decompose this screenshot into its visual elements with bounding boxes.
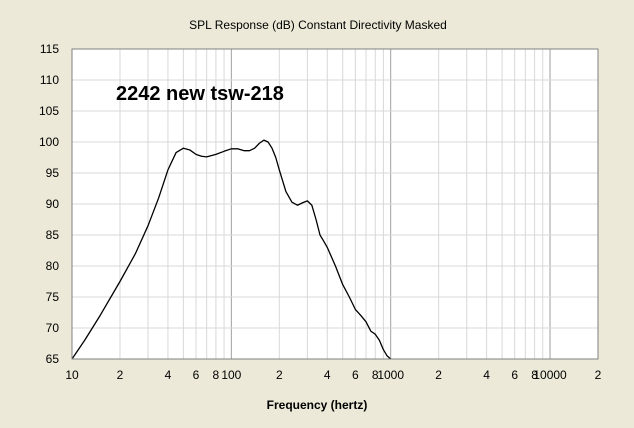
- grid-lines: [72, 49, 598, 359]
- x-tick-label: 4: [483, 368, 490, 382]
- plot-frame: [71, 48, 599, 360]
- x-tick-label: 6: [193, 368, 200, 382]
- x-tick-label: 2: [595, 368, 602, 382]
- y-tick-label: 85: [46, 228, 60, 242]
- x-tick-label: 8: [213, 368, 220, 382]
- series-line: [71, 139, 392, 360]
- y-tick-label: 90: [46, 197, 60, 211]
- y-tick-label: 70: [46, 321, 60, 335]
- y-tick-label: 95: [46, 166, 60, 180]
- y-tick-label: 80: [46, 259, 60, 273]
- x-tick-label: 10: [65, 368, 79, 382]
- x-tick-label: 6: [511, 368, 518, 382]
- x-axis-label: Frequency (hertz): [267, 398, 368, 412]
- x-tick-label: 6: [352, 368, 359, 382]
- y-tick-label: 110: [40, 73, 59, 87]
- x-tick-label: 4: [165, 368, 172, 382]
- x-tick-label: 1000: [377, 368, 404, 382]
- x-tick-label: 8: [531, 368, 538, 382]
- y-axis: 65 70 75 80 85 90 95 100 105 110 115: [39, 42, 59, 366]
- x-tick-label: 8: [372, 368, 379, 382]
- x-tick-label: 100: [221, 368, 241, 382]
- y-tick-label: 65: [46, 352, 60, 366]
- x-tick-label: 2: [276, 368, 283, 382]
- y-tick-label: 100: [39, 135, 59, 149]
- series-layer: [71, 139, 392, 360]
- x-tick-label: 10000: [533, 368, 567, 382]
- y-tick-label: 75: [46, 290, 60, 304]
- x-tick-label: 2: [435, 368, 442, 382]
- y-tick-label: 115: [40, 42, 59, 56]
- chart-annotation: 2242 new tsw-218: [116, 83, 284, 105]
- chart-title: SPL Response (dB) Constant Directivity M…: [189, 18, 447, 32]
- x-tick-label: 4: [324, 368, 331, 382]
- x-tick-label: 2: [117, 368, 124, 382]
- y-tick-label: 105: [39, 104, 59, 118]
